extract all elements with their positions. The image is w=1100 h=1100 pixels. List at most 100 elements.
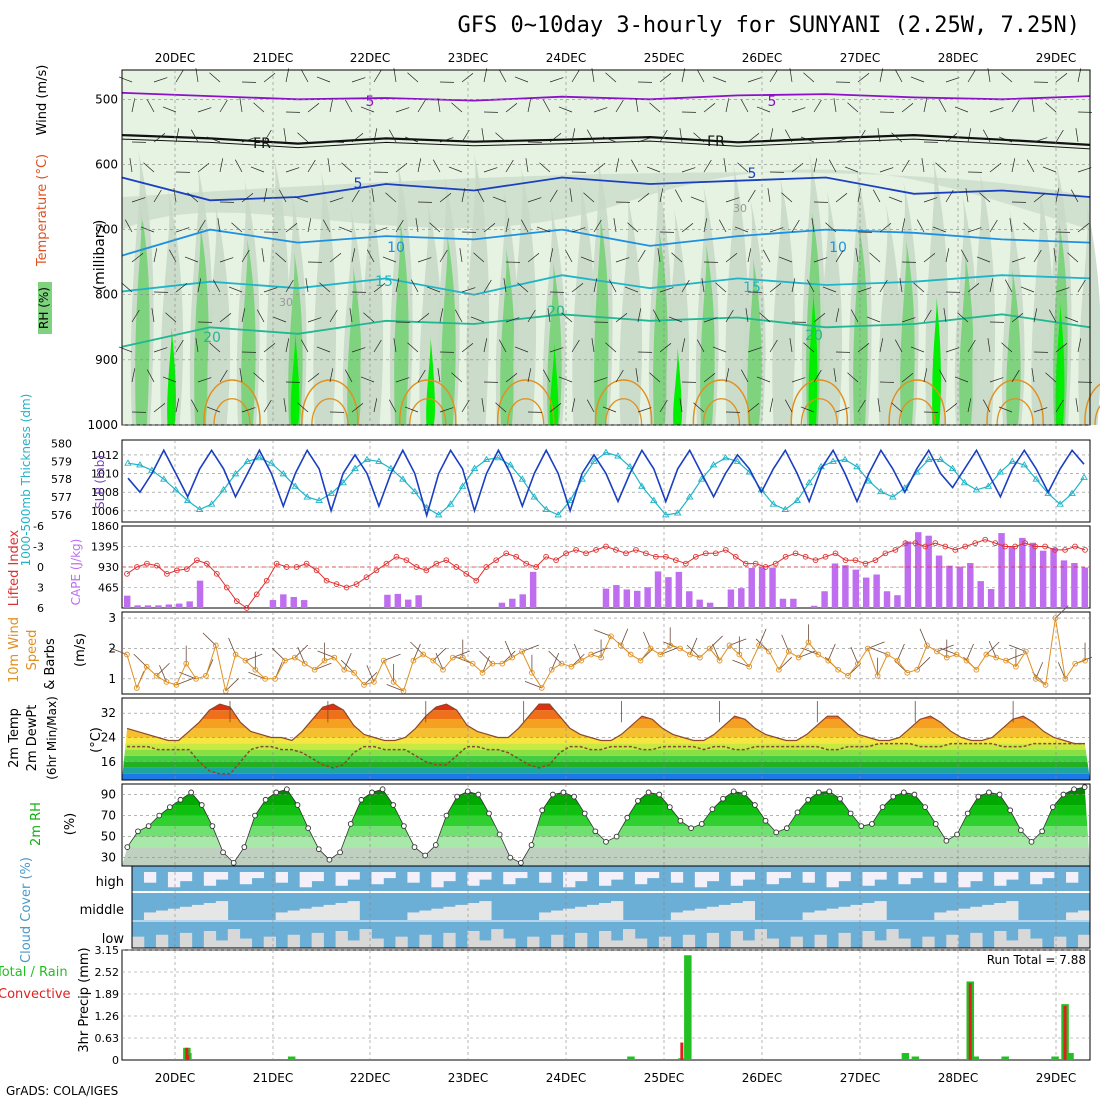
heat-contour-inner-1	[311, 398, 349, 426]
heat-contour-inner-3	[507, 398, 545, 426]
rh-marker-22	[358, 796, 365, 803]
barb-11-4	[371, 188, 375, 203]
cloud-cell-2-9	[239, 938, 253, 948]
rh-band-25	[772, 175, 796, 425]
cape-bar-81	[967, 563, 974, 608]
day-label-top-29DEC: 29DEC	[1036, 51, 1076, 65]
precip-ytick-2.52: 2.52	[95, 966, 120, 979]
wind10-marker-57	[687, 651, 693, 658]
barb-34-2	[877, 128, 881, 143]
rh-marker-10	[230, 859, 237, 866]
lifted-marker-39	[513, 553, 520, 560]
barb-17-2	[495, 132, 507, 143]
lifted-marker-40	[523, 560, 530, 567]
rh-marker-88	[1060, 791, 1067, 798]
cloud-cell-2-39	[599, 930, 612, 948]
wind10-marker-6	[183, 660, 190, 667]
cloud-cell-0-59	[838, 872, 851, 882]
barb-16-0	[483, 68, 488, 83]
thickness-marker-43	[638, 482, 646, 489]
cloud-cell-2-50	[730, 930, 744, 948]
wind10-marker-2	[143, 663, 150, 670]
lifted-marker-76	[882, 550, 889, 557]
barb-34-3	[879, 167, 894, 173]
barb-9-5	[322, 219, 331, 233]
heat-contour-0	[203, 379, 261, 426]
wind10-marker-35	[469, 660, 476, 667]
temp-band-3	[122, 755, 1090, 762]
barb-41-2	[1033, 137, 1048, 143]
rh-marker-54	[698, 821, 705, 827]
cloud-cell-0-20	[371, 872, 384, 885]
thickness-marker-57	[805, 478, 813, 486]
day-label-bottom-24DEC: 24DEC	[546, 1071, 586, 1085]
barb-1-6	[153, 248, 158, 263]
barb-3-4	[187, 192, 199, 203]
wind10-marker-81	[924, 642, 930, 649]
precip-total-bar-13	[1066, 1053, 1074, 1060]
barb-5-11	[241, 407, 256, 413]
wind10-barb-3	[156, 662, 170, 677]
barb-1-10	[146, 369, 155, 383]
lifted-marker-1	[134, 564, 140, 570]
cape-bar-15	[280, 594, 287, 608]
cloud-cell-2-79	[1078, 934, 1091, 948]
cloud-cell-1-2	[155, 910, 169, 920]
barb-18-6	[527, 253, 540, 263]
wind10-barb-61	[729, 638, 747, 646]
barb-13-10	[417, 369, 426, 383]
barb-39-7	[989, 278, 994, 293]
heat-contour-inner-5	[702, 398, 741, 426]
rh-band-23	[725, 161, 749, 425]
rh-saturated-1	[167, 327, 176, 425]
cloud-cell-1-49	[718, 904, 732, 920]
barb-22-7	[608, 279, 617, 293]
rh-marker-35	[496, 831, 503, 838]
wind10-barb-57	[689, 637, 698, 655]
barb-22-9	[605, 342, 617, 353]
wind10-marker-56	[677, 645, 683, 652]
lifted-marker-37	[493, 557, 500, 564]
wind10-marker-14	[262, 675, 269, 682]
cloud-cell-1-59	[838, 906, 851, 920]
cloud-cell-1-56	[802, 912, 815, 920]
cloud-cell-1-78	[1066, 912, 1079, 920]
rh-marker-81	[986, 789, 992, 796]
slp-ytick-1012: 1012	[91, 449, 119, 462]
barb-22-6	[615, 257, 630, 263]
barb-38-2	[967, 128, 972, 143]
cape-bar-5	[176, 603, 183, 608]
barb-43-9	[1077, 338, 1082, 353]
barb-32-10	[833, 368, 837, 383]
rh-marker-26	[401, 823, 407, 829]
barb-30-1	[791, 107, 806, 113]
barb-20-4	[569, 188, 573, 203]
wind10-barb-2	[133, 653, 147, 667]
lifted-marker-96	[1082, 547, 1088, 553]
barb-15-0	[461, 73, 474, 83]
barb-10-4	[351, 189, 360, 203]
lifted-marker-70	[822, 553, 829, 560]
barb-2-4	[173, 188, 177, 203]
wind10-barb-26	[383, 653, 401, 661]
footer-credit: GrADS: COLA/IGES	[6, 1084, 118, 1098]
wind10-marker-58	[696, 654, 703, 661]
wind10-marker-87	[983, 651, 990, 658]
wind10-marker-36	[479, 669, 486, 676]
precip-ytick-3.15: 3.15	[95, 944, 120, 957]
barb-42-6	[1053, 248, 1057, 263]
cloud-cell-0-61	[862, 872, 875, 886]
rh-marker-69	[858, 823, 865, 829]
rh-marker-50	[656, 791, 663, 798]
lifted-marker-8	[203, 560, 210, 567]
barb-4-8	[219, 313, 232, 323]
thickness-marker-50	[721, 453, 730, 461]
barb-19-8	[547, 308, 551, 323]
contour-label-4: 5	[354, 176, 363, 192]
cape-bar-62	[769, 567, 776, 608]
barb-36-1	[923, 98, 928, 113]
wind10-marker-75	[864, 645, 871, 652]
cloud-cell-2-31	[503, 938, 516, 948]
barb-2-11	[175, 398, 180, 413]
barb-18-0	[514, 76, 529, 83]
